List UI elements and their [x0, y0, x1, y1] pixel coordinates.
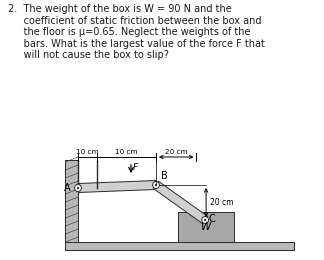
Bar [65, 242, 294, 250]
Bar [178, 212, 234, 242]
Text: W: W [201, 222, 211, 232]
Circle shape [202, 217, 209, 224]
Text: 20 cm: 20 cm [210, 198, 234, 207]
Text: the floor is μ=0.65. Neglect the weights of the: the floor is μ=0.65. Neglect the weights… [8, 27, 250, 37]
Text: 10 cm: 10 cm [76, 150, 99, 155]
Text: A: A [64, 183, 71, 193]
Text: coefficient of static friction between the box and: coefficient of static friction between t… [8, 16, 261, 25]
Circle shape [204, 219, 206, 221]
Text: will not cause the box to slip?: will not cause the box to slip? [8, 50, 168, 60]
Polygon shape [154, 181, 208, 224]
Circle shape [77, 187, 79, 189]
Text: C: C [209, 214, 216, 224]
Circle shape [75, 185, 81, 192]
Text: B: B [161, 171, 168, 181]
Bar [65, 160, 78, 247]
Text: F: F [133, 164, 138, 172]
Circle shape [153, 181, 159, 188]
Text: 2.  The weight of the box is W = 90 N and the: 2. The weight of the box is W = 90 N and… [8, 4, 231, 14]
Text: 20 cm: 20 cm [165, 150, 188, 155]
Text: bars. What is the largest value of the force F that: bars. What is the largest value of the f… [8, 38, 265, 49]
Circle shape [155, 184, 157, 186]
Text: 10 cm: 10 cm [115, 150, 138, 155]
Polygon shape [78, 180, 156, 192]
